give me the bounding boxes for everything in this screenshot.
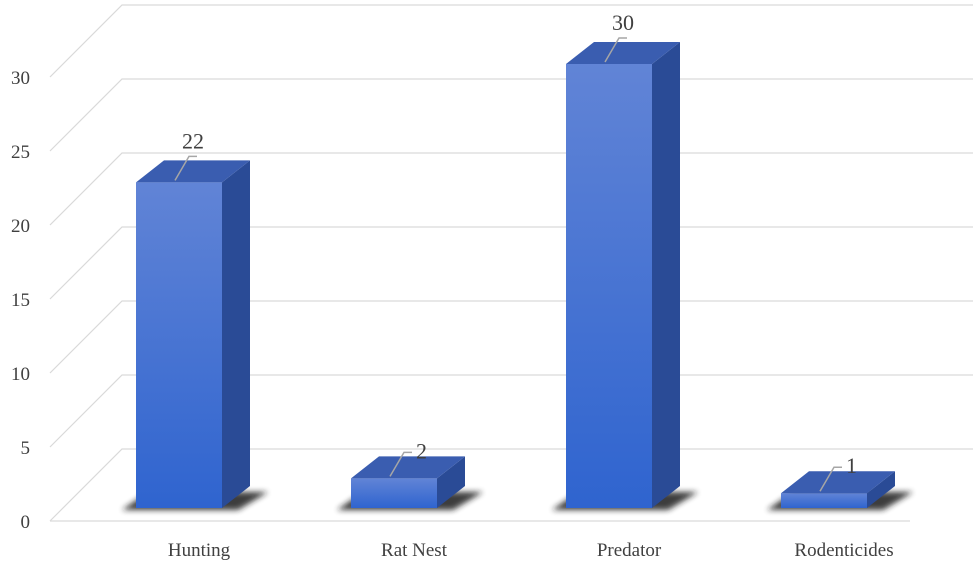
gridline-25 xyxy=(49,78,973,152)
data-label-leader xyxy=(389,451,412,477)
y-tick-label-15: 15 xyxy=(11,290,30,311)
bar-hunting xyxy=(122,160,268,510)
x-axis-categories: Hunting Rat Nest Predator Rodenticides xyxy=(168,540,894,561)
data-label-2: 30 xyxy=(612,10,634,35)
bar-top xyxy=(136,160,250,183)
bar-top xyxy=(566,42,680,64)
gridline-10 xyxy=(49,300,973,374)
y-tick-label-5: 5 xyxy=(21,438,31,459)
bar-front xyxy=(566,64,652,508)
x-category-label-0: Hunting xyxy=(168,540,231,561)
bar-side xyxy=(437,456,465,508)
data-label-1: 2 xyxy=(416,438,427,463)
bar-front xyxy=(351,478,437,508)
bar-top xyxy=(781,471,895,494)
x-category-label-2: Predator xyxy=(597,540,662,561)
data-label-0: 22 xyxy=(182,128,204,153)
gridline-20 xyxy=(49,152,973,226)
bar-front xyxy=(781,493,867,508)
bar-side xyxy=(222,160,250,508)
bar-side xyxy=(867,471,895,508)
bar-predator xyxy=(552,42,698,510)
y-tick-label-25: 25 xyxy=(11,142,30,163)
y-tick-label-20: 20 xyxy=(11,216,30,237)
bar-front xyxy=(136,182,222,508)
gridline-30 xyxy=(49,4,973,78)
gridline-5 xyxy=(49,374,973,448)
gridlines xyxy=(49,4,973,522)
y-tick-label-10: 10 xyxy=(11,364,30,385)
bars xyxy=(122,42,913,510)
data-label-leader xyxy=(819,466,842,492)
gridline-0 xyxy=(49,448,973,522)
bar-top xyxy=(351,456,465,479)
y-axis-ticks: 0 5 10 15 20 25 30 xyxy=(11,68,30,533)
bar-rodenticides xyxy=(767,471,913,510)
bar-side xyxy=(652,42,680,508)
data-label-leader xyxy=(604,37,627,63)
y-tick-label-30: 30 xyxy=(11,68,30,89)
y-tick-label-0: 0 xyxy=(21,512,31,533)
gridline-15 xyxy=(49,226,973,300)
bar-rat-nest xyxy=(337,456,483,510)
x-category-label-1: Rat Nest xyxy=(381,540,448,561)
x-category-label-3: Rodenticides xyxy=(794,540,893,561)
data-label-3: 1 xyxy=(846,453,857,478)
data-label-leader xyxy=(174,155,197,181)
